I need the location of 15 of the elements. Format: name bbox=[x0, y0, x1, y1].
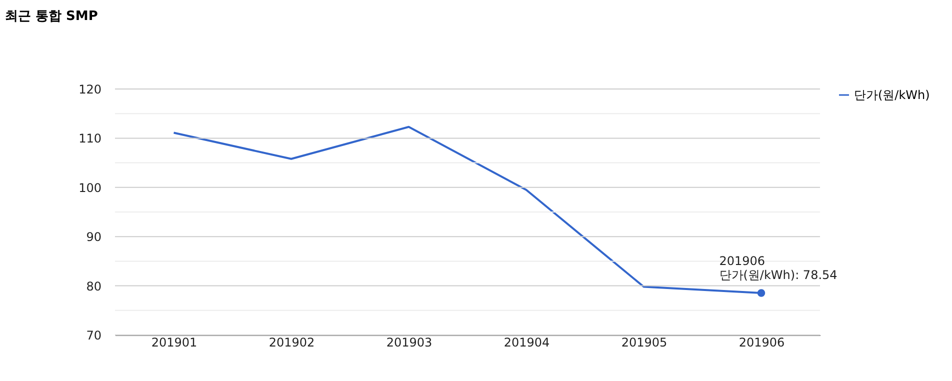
x-tick-label: 201905 bbox=[621, 336, 668, 350]
y-tick-label: 90 bbox=[86, 230, 102, 244]
x-tick-label: 201904 bbox=[504, 336, 550, 350]
y-tick-label: 100 bbox=[78, 180, 102, 195]
y-tick-label: 110 bbox=[78, 132, 102, 146]
y-tick-label: 70 bbox=[86, 328, 102, 342]
y-tick-label: 120 bbox=[78, 82, 102, 96]
y-tick-label: 80 bbox=[86, 279, 102, 294]
annotation: 201906 단가(원/kWh): 78.54 bbox=[719, 254, 838, 282]
x-tick-label: 201903 bbox=[386, 336, 432, 350]
chart-title: 최근 통합 SMP bbox=[5, 9, 98, 24]
legend-label: 단가(원/kWh) bbox=[854, 88, 930, 102]
x-tick-label: 201906 bbox=[738, 336, 785, 350]
x-tick-label: 201902 bbox=[268, 336, 315, 350]
x-tick-label: 201901 bbox=[151, 336, 198, 350]
